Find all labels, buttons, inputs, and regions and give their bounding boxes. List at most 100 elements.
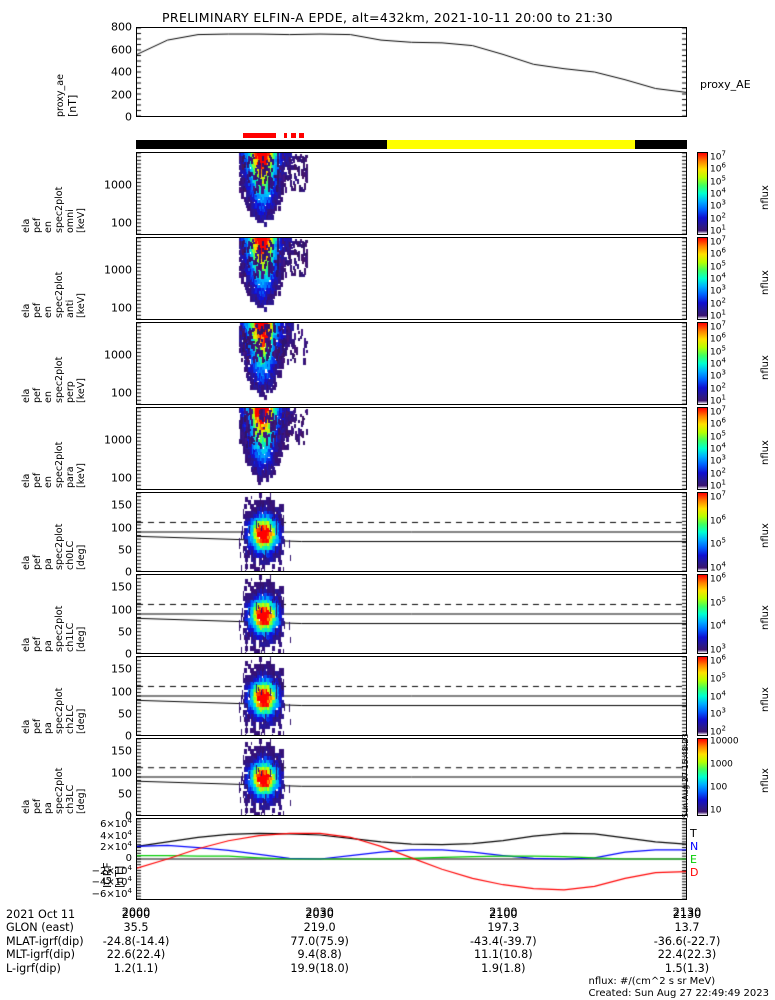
footer-row-3: MLT-igrf(dip) 22.6(22.4) 9.4(8.8) 11.1(10.8… <box>6 948 775 961</box>
colorbar-name-en-perp: nflux <box>760 354 771 380</box>
colorbar-tick-pa-ch0lc-3: 104 <box>710 560 726 574</box>
panel-label-en-para-4: para <box>65 466 76 488</box>
footer-cell-0-1: 2030 <box>305 908 334 921</box>
footer-row-label-3: MLT-igrf(dip) <box>6 948 75 962</box>
panel-label-pa-ch1lc-1: pef <box>32 636 43 652</box>
footer-cell-2-3: -36.6(-22.7) <box>653 934 721 948</box>
colorbar-tick-en-omni-1: 106 <box>710 161 726 175</box>
footer-cell-1-2: 197.3 <box>487 921 520 935</box>
panel-ytick-en-omni-0: 1000 <box>104 178 132 192</box>
colorbar-pa-ch2lc <box>697 656 708 736</box>
panel-label-en-omni-3: spec2plot <box>54 186 65 233</box>
colorbar-tick-pa-ch2lc-1: 105 <box>710 671 726 685</box>
status-marker-2 <box>291 133 296 138</box>
footer-table: 2021 Oct 11 2000 2030 2100 2130 GLON (east) 35… <box>6 908 775 975</box>
proxy-ae-ytick-4: 0 <box>125 110 132 124</box>
panel-label-en-perp-1: pef <box>32 387 43 403</box>
panel-ytick-en-para-0: 1000 <box>104 433 132 447</box>
footer-cell-0-3: 2130 <box>672 908 702 921</box>
colorbar-tick-en-perp-3: 104 <box>710 356 726 370</box>
footer-cell-1-3: 13.7 <box>674 921 700 935</box>
footer-cell-2-0: -24.8(-14.4) <box>102 934 170 948</box>
panel-en-perp <box>136 322 687 405</box>
panel-label-pa-ch3lc-3: spec2plot <box>54 767 65 814</box>
footer-row-label-1: GLON (east) <box>6 921 74 935</box>
panel-canvas-pa-ch3lc <box>137 739 686 815</box>
footer-cell-4-3: 1.5(1.3) <box>664 961 710 975</box>
panel-label-pa-ch0lc-5: [deg] <box>76 544 87 570</box>
colorbar-tick-en-anti-3: 104 <box>710 271 726 285</box>
panel-label-pa-ch2lc-2: pa <box>43 722 54 734</box>
colorbar-tick-en-anti-6: 101 <box>710 308 726 322</box>
panel-canvas-en-omni <box>137 153 686 234</box>
igrf-ytick-4: −2×104 <box>91 863 132 877</box>
panel-label-pa-ch0lc-3: spec2plot <box>54 523 65 570</box>
colorbar-tick-en-para-0: 107 <box>710 404 726 418</box>
colorbar-tick-en-para-1: 106 <box>710 416 726 430</box>
footer-row-2: MLAT-igrf(dip) -24.8(-14.4) 77.0(75.9) -43.… <box>6 935 775 948</box>
created-note: Created: Sun Aug 27 22:49:49 2023 <box>588 988 769 999</box>
proxy-ae-plot <box>136 27 687 117</box>
panel-label-en-perp-4: perp <box>65 381 76 403</box>
credits-block: nflux: #/(cm^2 s sr MeV) Created: Sun Au… <box>589 976 769 1000</box>
panel-label-en-omni-2: en <box>43 221 54 233</box>
panel-pa-ch2lc <box>136 656 687 736</box>
colorbar-tick-en-para-5: 102 <box>710 466 726 480</box>
footer-cell-2-1: 77.0(75.9) <box>290 934 349 948</box>
footer-cell-2-2: -43.4(-39.7) <box>470 934 537 948</box>
proxy-ae-legend: proxy_AE <box>700 78 751 91</box>
panel-ytick-pa-ch0lc-0: 150 <box>111 498 132 512</box>
igrf-ytick-6: −6×104 <box>91 886 132 901</box>
proxy-ae-canvas <box>137 28 686 116</box>
panel-ytick-en-para-1: 100 <box>111 471 132 485</box>
colorbar-name-en-para: nflux <box>760 439 771 465</box>
igrf-ytick-0: 6×104 <box>100 816 132 831</box>
panel-label-pa-ch3lc-1: pef <box>32 798 43 814</box>
colorbar-tick-pa-ch0lc-0: 107 <box>710 489 726 503</box>
footer-row-label-2: MLAT-igrf(dip) <box>6 934 84 948</box>
colorbar-tick-en-omni-0: 107 <box>710 149 726 163</box>
panel-ytick-pa-ch2lc-2: 50 <box>118 707 132 721</box>
igrf-canvas <box>137 819 686 899</box>
panel-label-en-perp-2: en <box>43 391 54 403</box>
status-marker-1 <box>283 133 287 138</box>
colorbar-tick-en-perp-0: 107 <box>710 319 726 333</box>
status-bar <box>136 140 687 149</box>
colorbar-tick-pa-ch3lc-3: 10 <box>710 805 722 816</box>
panel-label-pa-ch2lc-5: [deg] <box>76 708 87 734</box>
footer-cell-3-2: 11.1(10.8) <box>474 948 533 962</box>
proxy-ae-ytick-3: 200 <box>111 88 132 101</box>
panel-label-en-anti-3: spec2plot <box>54 271 65 318</box>
panel-label-en-omni-0: ela <box>21 218 32 233</box>
panel-label-en-perp-5: [keV] <box>76 378 87 403</box>
panel-label-en-para-2: en <box>43 476 54 488</box>
footer-cell-4-2: 1.9(1.8) <box>481 961 526 975</box>
proxy-ae-ytick-1: 600 <box>111 43 132 56</box>
footer-cell-4-1: 19.9(18.0) <box>290 961 349 975</box>
colorbar-tick-en-anti-0: 107 <box>710 234 726 248</box>
panel-ytick-pa-ch0lc-2: 50 <box>118 543 132 557</box>
panel-label-en-anti-4: anti <box>65 299 76 318</box>
colorbar-tick-pa-ch1lc-1: 105 <box>710 595 726 609</box>
colorbar-tick-en-para-3: 104 <box>710 441 726 455</box>
page-title: PRELIMINARY ELFIN-A EPDE, alt=432km, 202… <box>161 10 614 25</box>
igrf-legend-N: N <box>690 840 699 853</box>
panel-en-para <box>136 407 687 490</box>
panel-label-pa-ch3lc-4: ch3LC <box>65 784 76 814</box>
panel-ytick-pa-ch3lc-1: 100 <box>111 766 132 780</box>
panel-label-pa-ch2lc-0: ela <box>21 719 32 734</box>
colorbar-tick-pa-ch3lc-1: 1000 <box>710 759 733 770</box>
panel-label-en-para-3: spec2plot <box>54 441 65 488</box>
colorbar-tick-en-perp-5: 102 <box>710 381 726 395</box>
footer-cell-3-3: 22.4(22.3) <box>657 948 717 962</box>
footer-row-label-4: L-igrf(dip) <box>6 961 61 975</box>
panel-label-pa-ch2lc-4: ch2LC <box>65 704 76 734</box>
footer-cell-3-0: 22.6(22.4) <box>106 948 166 962</box>
colorbar-tick-pa-ch0lc-1: 106 <box>710 513 726 527</box>
colorbar-tick-en-para-4: 103 <box>710 453 726 467</box>
panel-ytick-pa-ch0lc-3: 0 <box>125 565 132 579</box>
status-segment-1 <box>386 140 635 149</box>
igrf-ytick-5: −4×104 <box>91 875 132 889</box>
colorbar-tick-en-omni-5: 102 <box>710 211 726 225</box>
colorbar-name-pa-ch1lc: nflux <box>760 605 771 630</box>
